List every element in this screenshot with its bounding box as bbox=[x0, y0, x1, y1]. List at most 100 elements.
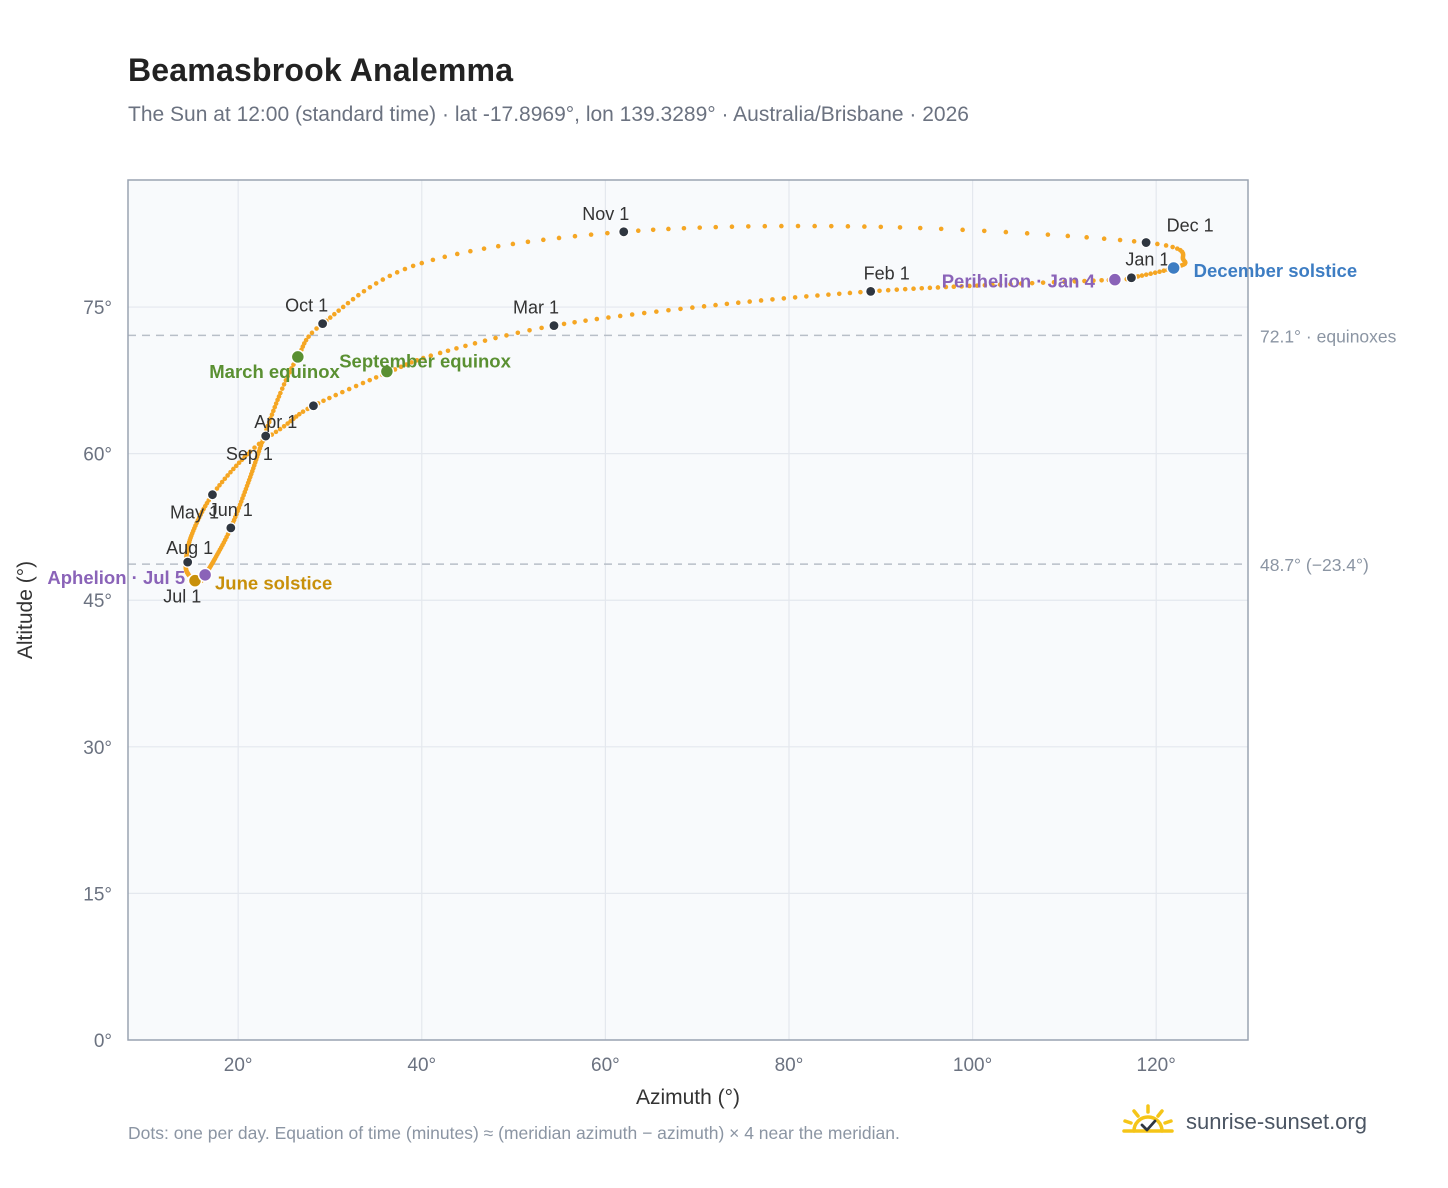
x-tick-label: 100° bbox=[953, 1055, 992, 1076]
day-dot bbox=[266, 419, 272, 425]
day-dot bbox=[231, 466, 236, 472]
event-marker-label: June solstice bbox=[215, 573, 332, 594]
day-dot bbox=[350, 296, 356, 302]
day-dot bbox=[1003, 229, 1009, 235]
brand[interactable]: sunrise-sunset.org bbox=[1120, 1104, 1367, 1140]
y-tick-label: 60° bbox=[83, 445, 112, 466]
day-dot bbox=[273, 429, 279, 435]
day-dot bbox=[306, 334, 311, 339]
day-dot bbox=[373, 375, 379, 380]
day-dot bbox=[437, 350, 443, 356]
day-dot bbox=[380, 277, 386, 282]
month-marker-label: Aug 1 bbox=[166, 538, 213, 558]
month-marker-label: Jun 1 bbox=[209, 500, 253, 520]
day-dot bbox=[1131, 239, 1137, 244]
day-dot bbox=[1155, 241, 1160, 247]
day-dot bbox=[281, 382, 287, 387]
day-dot bbox=[858, 289, 863, 295]
x-axis-label: Azimuth (°) bbox=[636, 1086, 740, 1109]
event-marker-dot bbox=[379, 364, 395, 379]
day-dot bbox=[1157, 269, 1162, 274]
day-dot bbox=[847, 290, 853, 296]
day-dot bbox=[340, 389, 345, 395]
day-dot bbox=[268, 416, 273, 421]
day-dot bbox=[729, 224, 735, 230]
day-dot bbox=[272, 404, 278, 410]
day-dot bbox=[278, 390, 283, 396]
day-dot bbox=[878, 224, 884, 230]
day-dot bbox=[472, 341, 478, 346]
day-dot bbox=[678, 306, 683, 312]
x-tick-label: 120° bbox=[1137, 1055, 1176, 1076]
day-dot bbox=[1091, 278, 1096, 283]
day-dot bbox=[283, 378, 289, 383]
day-dot bbox=[1139, 273, 1145, 278]
brand-name: sunrise-sunset.org bbox=[1186, 1109, 1367, 1134]
day-dot bbox=[287, 370, 292, 375]
day-dot bbox=[974, 283, 980, 288]
day-dot bbox=[242, 454, 248, 460]
day-dot bbox=[217, 482, 222, 488]
day-dot bbox=[770, 297, 775, 302]
day-dot bbox=[285, 421, 290, 426]
day-dot bbox=[345, 300, 351, 306]
day-dot bbox=[1051, 279, 1057, 285]
day-dot bbox=[394, 270, 400, 275]
day-dot bbox=[812, 223, 817, 229]
day-dot bbox=[943, 284, 949, 290]
day-dot bbox=[982, 282, 988, 288]
month-marker-label: Oct 1 bbox=[285, 296, 328, 316]
day-dot bbox=[527, 327, 532, 333]
event-markers: March equinox September equinox June solst… bbox=[47, 260, 1357, 594]
month-marker-dot bbox=[317, 318, 329, 330]
chart-title: Beamasbrook Analemma bbox=[128, 52, 514, 88]
day-dot bbox=[1082, 278, 1087, 284]
day-dot bbox=[279, 386, 285, 391]
day-dot bbox=[758, 298, 764, 303]
day-dot bbox=[897, 225, 903, 230]
day-dot bbox=[795, 223, 801, 229]
reference-line-label: 48.7° (−23.4°) bbox=[1260, 555, 1369, 575]
day-dot bbox=[404, 362, 409, 367]
day-dot bbox=[951, 284, 957, 289]
day-dot bbox=[482, 338, 488, 343]
day-dot bbox=[510, 241, 516, 247]
day-dot bbox=[360, 380, 366, 386]
day-dot bbox=[265, 423, 271, 429]
day-dot bbox=[650, 227, 656, 233]
day-dot bbox=[515, 330, 521, 336]
day-dot bbox=[504, 333, 509, 338]
day-dot bbox=[214, 486, 220, 491]
footnote: Dots: one per day. Equation of time (min… bbox=[128, 1123, 900, 1143]
x-tick-label: 80° bbox=[775, 1055, 804, 1076]
event-marker-label: December solstice bbox=[1194, 260, 1358, 281]
day-dot bbox=[495, 243, 501, 249]
day-dot bbox=[1170, 244, 1175, 250]
y-tick-label: 75° bbox=[83, 298, 112, 319]
day-dot bbox=[236, 460, 242, 466]
day-dot bbox=[275, 397, 280, 403]
day-dot bbox=[303, 337, 309, 343]
day-dot bbox=[271, 408, 276, 414]
day-dot bbox=[454, 346, 459, 351]
month-marker-dot bbox=[1140, 236, 1152, 249]
day-dot bbox=[690, 305, 695, 310]
y-tick-label: 15° bbox=[83, 884, 112, 905]
month-marker-dot bbox=[1125, 272, 1138, 284]
month-marker-dot bbox=[260, 430, 272, 442]
day-dot bbox=[442, 254, 448, 260]
y-tick-label: 30° bbox=[83, 738, 112, 759]
day-dot bbox=[681, 225, 687, 231]
day-dot bbox=[885, 287, 891, 293]
day-dot bbox=[225, 473, 230, 478]
day-dot bbox=[219, 479, 225, 485]
day-dot bbox=[387, 273, 393, 279]
day-dot bbox=[781, 296, 787, 301]
day-dot bbox=[402, 266, 408, 272]
day-dot bbox=[561, 321, 567, 327]
day-dot bbox=[917, 225, 923, 231]
day-dot bbox=[862, 224, 867, 229]
event-marker-dot bbox=[290, 349, 306, 365]
day-dot bbox=[1161, 268, 1167, 273]
day-dot bbox=[836, 291, 842, 297]
